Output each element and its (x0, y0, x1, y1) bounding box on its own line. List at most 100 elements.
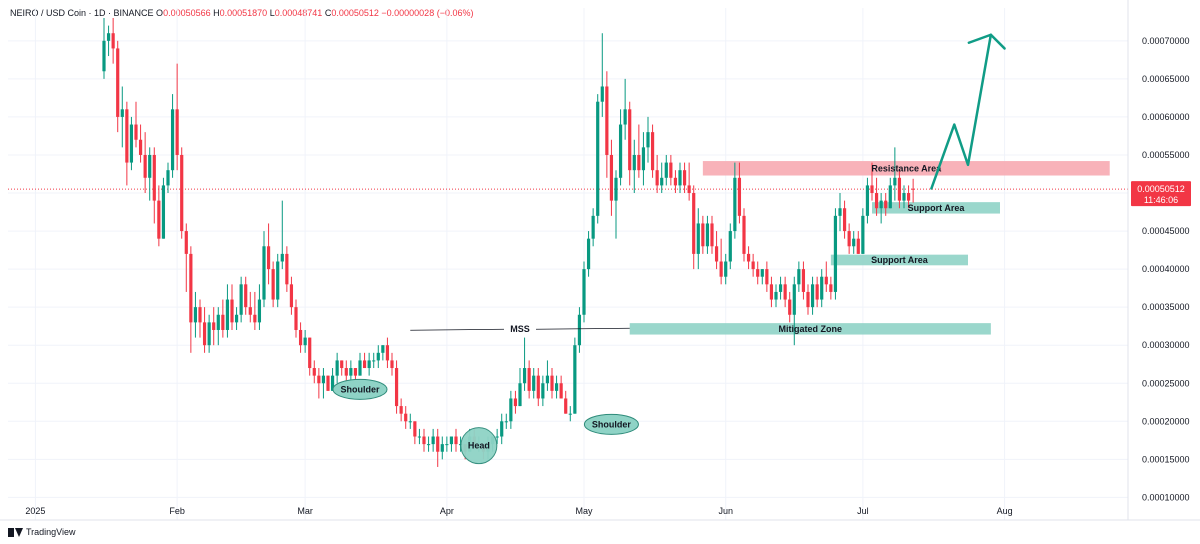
candle (308, 337, 312, 376)
shoulder-marker (332, 378, 388, 400)
candle (509, 390, 513, 429)
candle-body (495, 436, 499, 438)
candle (344, 360, 348, 384)
zone-label: Mitigated Zone (779, 324, 843, 334)
candle (536, 368, 540, 407)
candle-body (655, 170, 659, 186)
axes: 0.00070000 0.00065000 0.00060000 0.00055000… (0, 0, 1200, 521)
candle-body (394, 368, 399, 407)
candle (449, 436, 454, 452)
candle (746, 246, 751, 270)
support-zone (629, 323, 991, 335)
candle-body (509, 398, 513, 422)
candle (660, 162, 664, 194)
candle-body (746, 253, 751, 262)
candle-body (440, 444, 444, 452)
candle-body (303, 337, 307, 346)
change-value: −0.00000028 (−0.06%) (381, 8, 474, 18)
candle (856, 231, 860, 254)
candle-body (714, 246, 719, 262)
candle-body (893, 177, 897, 186)
candle (591, 208, 595, 247)
candle (285, 246, 289, 292)
candle (838, 193, 842, 232)
candle (765, 261, 769, 292)
zone-label: Support Area (871, 255, 929, 265)
candle-body (280, 253, 284, 262)
candle (372, 352, 376, 369)
tradingview-branding[interactable]: TradingView (8, 527, 76, 537)
candle-body (271, 269, 275, 300)
open-value: 0.00050566 (163, 8, 211, 18)
candle-body (413, 421, 417, 437)
candle-body (404, 413, 408, 422)
candle-body (724, 261, 728, 277)
candle (522, 337, 527, 391)
candle-body (564, 398, 568, 414)
candle-body (134, 124, 138, 140)
candle-body (193, 307, 198, 323)
candle-body (166, 170, 170, 186)
candle-body (687, 185, 691, 194)
candle (193, 291, 198, 338)
candle-body (326, 375, 330, 391)
x-tick-label: Apr (440, 506, 454, 516)
candle-body (554, 383, 559, 391)
y-tick-label: 0.00060000 (1142, 112, 1190, 122)
symbol-name[interactable]: NEIRO / USD Coin · 1D · BINANCE (10, 8, 154, 18)
candle (682, 162, 687, 194)
candle (161, 177, 166, 239)
candle-body (632, 154, 636, 171)
candle-body (138, 139, 143, 155)
candle (157, 185, 161, 247)
candle-body (792, 284, 796, 315)
candle-body (143, 154, 147, 178)
candle-body (902, 193, 906, 201)
candle-body (225, 299, 230, 330)
candle-body (838, 208, 842, 216)
candle (138, 124, 143, 163)
y-tick-label: 0.00035000 (1142, 302, 1190, 312)
pattern-label: Shoulder (592, 419, 631, 429)
candle (422, 428, 426, 452)
y-tick-label: 0.00040000 (1142, 264, 1190, 274)
candle (692, 185, 696, 270)
candle (824, 261, 828, 292)
candle (842, 200, 847, 239)
candle-body (842, 208, 847, 232)
candle-body (376, 352, 380, 361)
candle-body (906, 193, 911, 201)
candle (632, 139, 636, 194)
candle (628, 101, 632, 186)
candle (669, 154, 673, 186)
candle-body (696, 223, 700, 254)
candle (170, 94, 175, 178)
candle (655, 154, 659, 194)
x-tick-label: May (575, 506, 593, 516)
candle-body (884, 200, 888, 209)
candle (280, 200, 284, 270)
candle (330, 368, 335, 391)
candle-body (774, 291, 778, 300)
candle-body (111, 33, 115, 49)
candle (436, 428, 440, 467)
candle (189, 246, 193, 353)
candle-body (815, 284, 819, 300)
close-value: 0.00050512 (331, 8, 379, 18)
candle (788, 291, 792, 323)
countdown-label: 11:46:06 (1144, 195, 1178, 205)
candle-body (888, 185, 892, 209)
candle-body (239, 284, 243, 315)
candle (381, 345, 385, 361)
candle-body (577, 314, 582, 346)
candle-body (353, 368, 358, 376)
candle (833, 208, 838, 300)
candle-body (372, 360, 376, 362)
candle (678, 162, 682, 194)
candle-body (801, 269, 806, 292)
y-tick-label: 0.00055000 (1142, 150, 1190, 160)
x-tick-label: Feb (169, 506, 185, 516)
candle (792, 276, 796, 346)
